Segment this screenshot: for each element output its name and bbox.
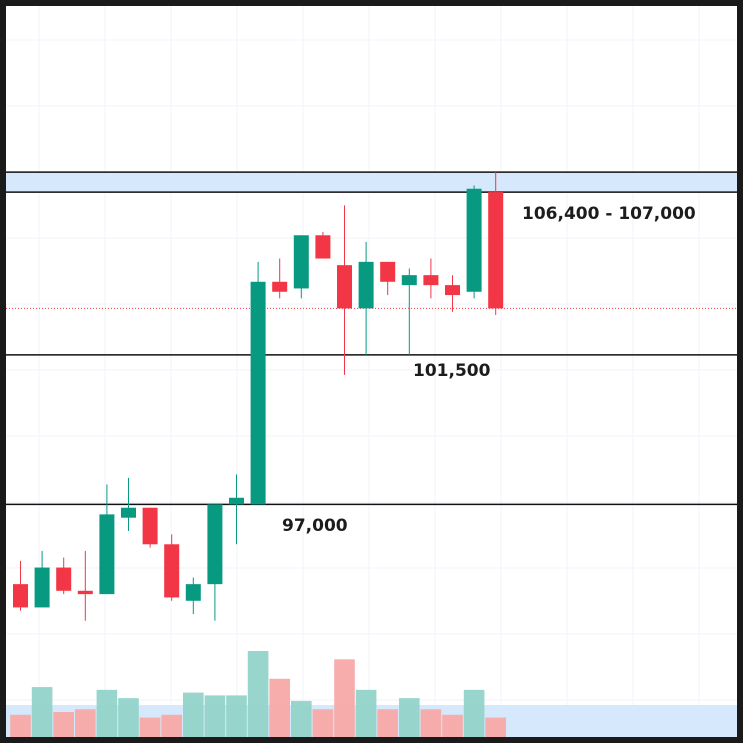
volume-bar-8 xyxy=(183,692,204,737)
volume-bar-22 xyxy=(485,717,506,737)
candle-body-21 xyxy=(466,188,482,292)
volume-bar-12 xyxy=(269,678,290,737)
resistance-zone-label: 106,400 - 107,000 xyxy=(522,204,696,225)
candle-body-6 xyxy=(142,507,158,545)
candle-body-19 xyxy=(423,275,439,286)
volume-bar-17 xyxy=(377,709,398,737)
volume-bar-3 xyxy=(75,709,96,737)
volume-bar-7 xyxy=(161,714,182,737)
candle-body-3 xyxy=(77,590,93,595)
volume-bar-14 xyxy=(312,709,334,737)
support-level-label-101500: 101,500 xyxy=(413,360,491,381)
volume-bar-20 xyxy=(442,714,463,737)
candlestick-chart xyxy=(6,6,737,737)
candle-body-14 xyxy=(315,235,331,259)
volume-bar-9 xyxy=(204,695,226,737)
candle-body-11 xyxy=(250,281,266,505)
candle-body-1 xyxy=(34,567,50,608)
candle-body-18 xyxy=(401,275,417,286)
volume-bar-13 xyxy=(291,700,312,737)
volume-bar-0 xyxy=(10,714,31,737)
candle-body-12 xyxy=(272,281,288,292)
volume-bar-16 xyxy=(355,689,377,737)
volume-bar-11 xyxy=(247,651,269,737)
candle-body-9 xyxy=(207,504,223,585)
candle-body-22 xyxy=(488,192,504,309)
candle-body-10 xyxy=(229,497,244,505)
volume-bar-21 xyxy=(463,689,485,737)
volume-bar-18 xyxy=(399,698,420,737)
candle-body-0 xyxy=(13,584,28,608)
volume-bar-10 xyxy=(226,695,247,737)
resistance-zone-0 xyxy=(6,172,737,193)
volume-bar-1 xyxy=(31,687,53,737)
volume-bar-2 xyxy=(53,712,74,737)
candle-body-13 xyxy=(293,235,309,289)
candle-body-17 xyxy=(380,261,396,282)
candle-body-5 xyxy=(121,507,136,518)
candle-body-4 xyxy=(99,514,115,595)
candle-body-2 xyxy=(56,567,72,591)
volume-bar-15 xyxy=(334,659,355,737)
volume-bar-5 xyxy=(118,698,139,737)
candle-body-20 xyxy=(445,285,460,296)
volume-bar-6 xyxy=(139,717,161,737)
candle-body-8 xyxy=(185,584,201,601)
volume-bar-4 xyxy=(96,689,118,737)
chart-area: 106,400 - 107,000 101,500 97,000 xyxy=(6,6,737,737)
candle-body-7 xyxy=(164,544,180,598)
candle-body-15 xyxy=(337,265,352,309)
candle-body-16 xyxy=(358,261,374,309)
volume-bar-19 xyxy=(420,709,442,737)
support-level-label-97000: 97,000 xyxy=(282,516,348,537)
